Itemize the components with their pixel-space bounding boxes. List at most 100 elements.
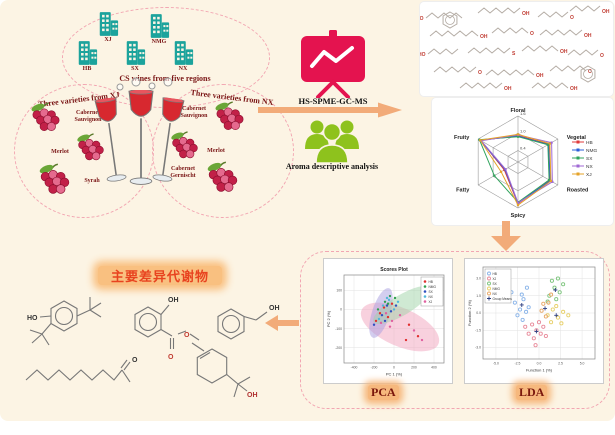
gcms-label: HS-SPME-GC-MS — [298, 96, 368, 106]
svg-text:0.4: 0.4 — [520, 146, 526, 151]
atom-label: O — [168, 354, 174, 361]
svg-text:Roasted: Roasted — [567, 187, 589, 193]
xj-variety-merlot: Merlot — [51, 149, 69, 155]
svg-text:XJ: XJ — [493, 277, 497, 281]
building-icon-nx — [172, 40, 194, 66]
svg-text:-100: -100 — [335, 327, 342, 331]
svg-text:100: 100 — [336, 289, 342, 293]
nx-group-outline — [152, 84, 294, 218]
atom-label: HO — [27, 315, 38, 322]
metabolite-structure-2: OH O O — [134, 297, 200, 361]
svg-text:NMG: NMG — [493, 287, 501, 291]
wine-glass-icon-center — [128, 90, 154, 190]
nx-variety-merlot: Merlot — [207, 148, 225, 154]
svg-text:-3.0: -3.0 — [475, 346, 481, 350]
xj-variety-cabernet-sauvignon: Cabernet Sauvignon — [74, 110, 102, 123]
svg-text:O: O — [570, 15, 574, 21]
svg-text:PC 2 (%): PC 2 (%) — [326, 310, 331, 327]
building-label-nx: NX — [178, 66, 188, 72]
svg-text:OH: OH — [570, 86, 578, 92]
arrow-left-icon — [265, 315, 299, 331]
svg-text:OH: OH — [504, 86, 512, 92]
building-icon-nmg — [148, 13, 170, 39]
grape-icon-xj-syrah — [36, 163, 74, 196]
svg-text:Spicy: Spicy — [511, 213, 527, 219]
svg-text:-1.5: -1.5 — [475, 328, 481, 332]
svg-text:NMG: NMG — [429, 285, 437, 289]
grape-icon-xj-cabernet — [28, 102, 64, 133]
svg-text:0: 0 — [393, 366, 395, 370]
metabolite-structure-1: HO — [27, 297, 102, 346]
atom-label: OH — [247, 392, 258, 399]
building-icon-sx — [124, 40, 146, 66]
svg-text:-200: -200 — [371, 366, 378, 370]
svg-text:NX: NX — [429, 295, 434, 299]
svg-text:Function 2 (%): Function 2 (%) — [467, 299, 472, 326]
svg-text:OH: OH — [522, 11, 530, 17]
aroma-radar-panel: 0.4 1.0 1.6 Floral Vegetal Roasted Spicy Fatty F… — [432, 98, 613, 225]
svg-text:NMG: NMG — [586, 148, 597, 154]
gcms-instrument-icon — [301, 30, 365, 98]
svg-text:O: O — [600, 53, 604, 59]
svg-text:Function 1 (%): Function 1 (%) — [526, 368, 553, 373]
regions-title: CS wines from five regions — [119, 74, 211, 83]
pca-caption: PCA — [368, 385, 399, 400]
svg-text:OH: OH — [602, 9, 610, 15]
nx-variety-cabernet-gernischt: Cabernet Gernischt — [170, 166, 196, 179]
svg-text:-200: -200 — [335, 346, 342, 350]
svg-text:-5.0: -5.0 — [493, 362, 499, 366]
svg-text:0.0: 0.0 — [476, 311, 481, 315]
svg-text:HB: HB — [493, 272, 497, 276]
svg-text:2.5: 2.5 — [558, 362, 563, 366]
lda-plot-card: -5.0 -2.5 0.0 2.5 5.0 -3.0 -1.5 0.0 1.5 3.0 Functi… — [464, 258, 604, 384]
metabolite-structure-3: OH — [217, 305, 280, 340]
svg-text:Scores Plot: Scores Plot — [380, 267, 408, 273]
metabolite-structure-5: OH — [191, 342, 258, 399]
svg-text:-2.5: -2.5 — [515, 362, 521, 366]
svg-text:O: O — [588, 69, 592, 75]
aroma-panel-people-icon — [305, 120, 359, 164]
atom-label: OH — [168, 297, 179, 304]
svg-text:1.5: 1.5 — [476, 294, 481, 298]
building-label-sx: SX — [131, 66, 139, 72]
atom-label: O — [132, 357, 138, 364]
svg-text:PC 1 (%): PC 1 (%) — [386, 372, 403, 377]
pca-plot-card: -400 -200 0 200 400 -200 -100 0 100 Scores Plot PC… — [323, 258, 453, 384]
building-label-hb: HB — [82, 66, 92, 72]
svg-text:200: 200 — [411, 366, 417, 370]
bubbles-icon — [116, 77, 173, 91]
pca-scores-plot: -400 -200 0 200 400 -200 -100 0 100 Scores Plot PC… — [326, 267, 445, 377]
svg-text:HO: HO — [420, 16, 424, 22]
svg-text:0: 0 — [340, 308, 342, 312]
grape-icon-nx-cabernet-gernischt — [204, 161, 242, 194]
svg-text:NX: NX — [493, 292, 498, 296]
svg-text:O: O — [530, 31, 534, 37]
svg-text:OH: OH — [560, 49, 568, 55]
volatile-structures-panel: HO OH O OH OH O OH HO S OH O O OH O OH OH — [420, 2, 613, 96]
lda-caption: LDA — [516, 385, 548, 400]
xj-variety-syrah: Syrah — [84, 178, 100, 184]
svg-text:3.0: 3.0 — [476, 277, 481, 281]
svg-text:Floral: Floral — [511, 108, 526, 114]
metabolites-title: 主要差异代谢物 — [98, 266, 222, 285]
building-label-xj: XJ — [104, 37, 112, 43]
svg-text:OH: OH — [536, 73, 544, 79]
stats-group-outline — [300, 251, 610, 409]
svg-text:XJ: XJ — [429, 300, 433, 304]
arrow-right-icon — [258, 102, 402, 118]
svg-text:1.0: 1.0 — [520, 128, 526, 133]
svg-text:HB: HB — [429, 280, 433, 284]
svg-text:XJ: XJ — [586, 172, 592, 178]
svg-text:S: S — [512, 51, 516, 57]
svg-text:NX: NX — [586, 164, 593, 170]
svg-text:1.6: 1.6 — [520, 111, 526, 116]
building-icon-hb — [76, 40, 98, 66]
atom-label: OH — [269, 305, 280, 312]
svg-text:5.0: 5.0 — [580, 362, 585, 366]
volatile-structures-drawing: HO OH O OH OH O OH HO S OH O O OH O OH OH — [420, 5, 610, 92]
svg-text:OH: OH — [480, 34, 488, 40]
svg-text:HB: HB — [586, 140, 593, 146]
svg-text:OH: OH — [584, 33, 592, 39]
